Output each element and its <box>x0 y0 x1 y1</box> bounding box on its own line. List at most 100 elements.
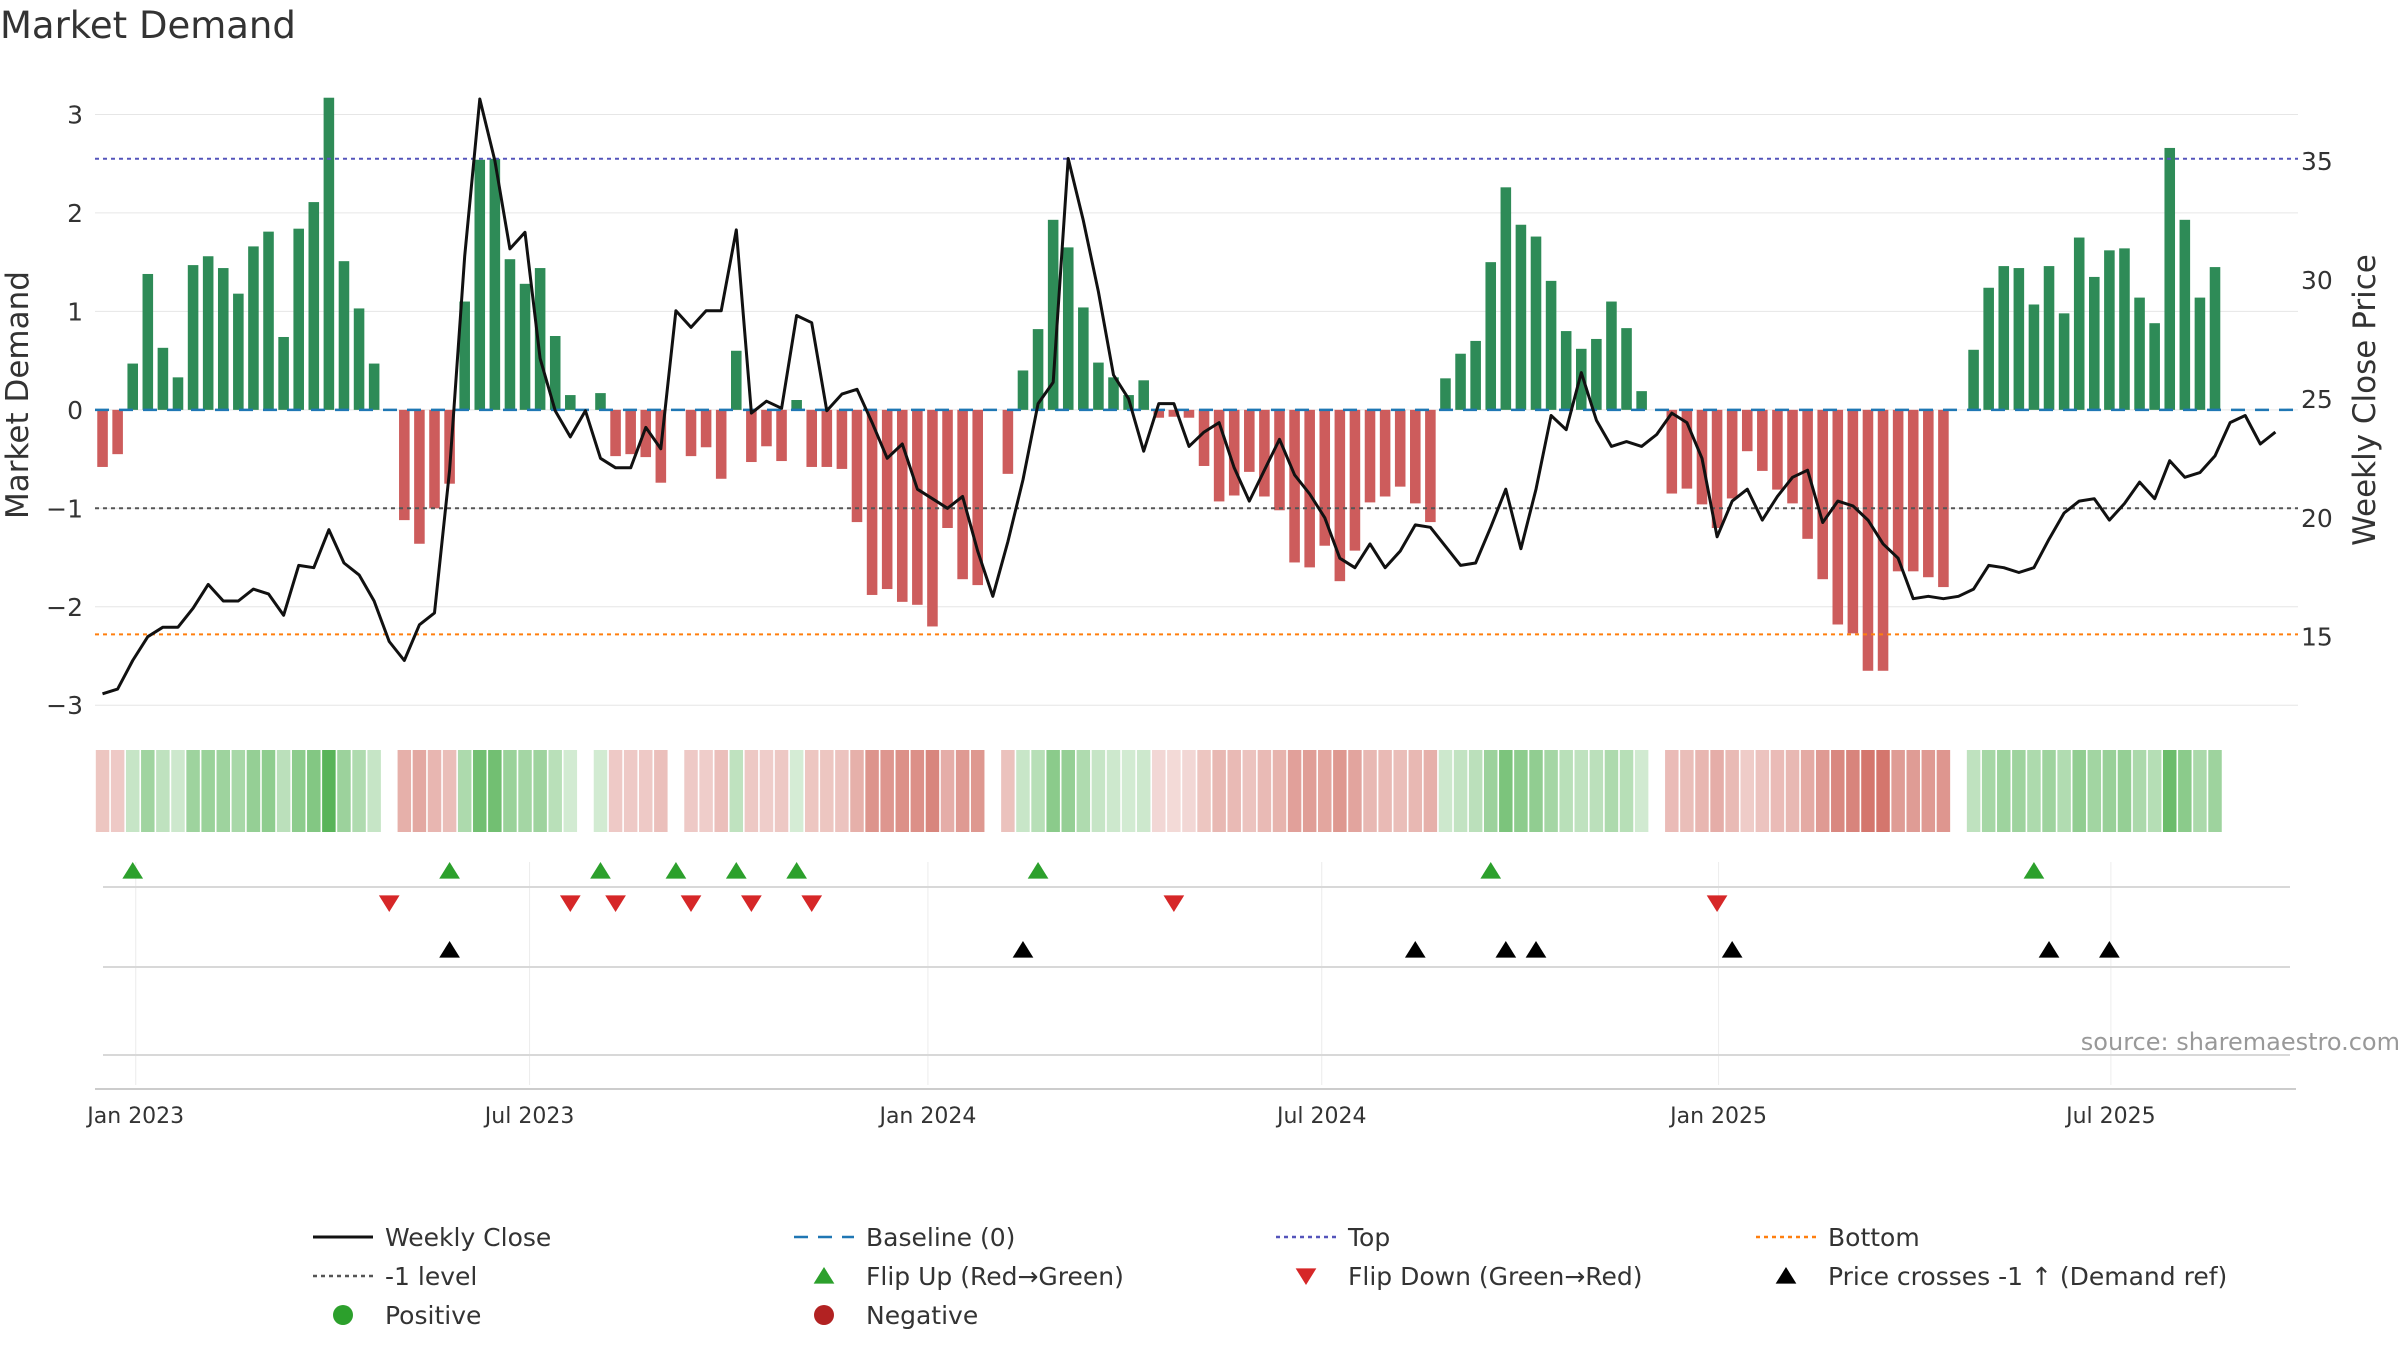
heat-cell <box>608 750 623 832</box>
date-tick-label: Jul 2023 <box>483 1104 575 1129</box>
date-tick-label: Jul 2025 <box>2064 1104 2156 1129</box>
demand-bar-positive <box>504 259 516 410</box>
demand-bar-negative <box>1349 409 1361 551</box>
heat-cell <box>714 750 728 832</box>
demand-bar-positive <box>489 158 501 410</box>
legend-label: Bottom <box>1828 1223 1920 1252</box>
heat-cell <box>1348 750 1362 832</box>
demand-bar-positive <box>1983 287 1994 410</box>
left-tick-label: 2 <box>67 199 83 228</box>
demand-bar-negative <box>1817 409 1828 580</box>
heat-cell <box>337 750 351 832</box>
flip-down-marker <box>605 895 626 912</box>
legend-item: Baseline (0) <box>794 1223 1015 1252</box>
demand-bar-negative <box>1334 409 1346 582</box>
heat-cell <box>1710 750 1724 832</box>
heat-cell <box>1514 750 1528 832</box>
heat-cell <box>1559 750 1573 832</box>
heat-cell <box>1997 750 2011 832</box>
heat-cell <box>1016 750 1030 832</box>
demand-bar-negative <box>1213 409 1225 502</box>
heat-cell <box>1846 750 1860 832</box>
demand-bar-positive <box>731 350 742 410</box>
heat-cell <box>850 750 864 832</box>
heat-cell <box>276 750 291 832</box>
flip-up-marker <box>1027 862 1049 879</box>
legend-triangle-up-icon <box>1775 1267 1797 1284</box>
legend-label: Positive <box>385 1301 481 1330</box>
legend-item: -1 level <box>313 1262 477 1291</box>
demand-bar-negative <box>1726 409 1738 499</box>
demand-bar-positive <box>142 273 154 410</box>
demand-bar-positive <box>338 261 350 410</box>
demand-bar-negative <box>806 409 818 467</box>
heat-cell <box>1921 750 1936 832</box>
chart-title: Market Demand <box>0 4 296 47</box>
demand-bar-negative <box>1877 409 1889 671</box>
heat-cell <box>503 750 517 832</box>
price-cross-marker <box>1404 941 1426 958</box>
demand-bar-negative <box>112 409 123 455</box>
heat-cell <box>231 750 246 832</box>
heat-cell <box>1061 750 1075 832</box>
demand-bar-positive <box>2043 266 2055 410</box>
heat-cell <box>940 750 955 832</box>
heat-cell <box>246 750 261 832</box>
demand-bar-positive <box>1017 370 1029 410</box>
price-cross-marker <box>1495 941 1517 958</box>
demand-bar-negative <box>1259 409 1270 497</box>
demand-bar-negative <box>1364 409 1376 503</box>
weekly-close-line <box>102 97 2277 696</box>
event-markers-panel <box>103 862 2290 1085</box>
right-tick-label: 20 <box>2301 504 2333 533</box>
demand-bar-positive <box>595 393 606 410</box>
heat-cell <box>1906 750 1920 832</box>
heat-cell <box>1619 750 1634 832</box>
heat-cell <box>518 750 532 832</box>
demand-bar-positive <box>1500 187 1512 410</box>
heat-cell <box>820 750 834 832</box>
demand-bar-negative <box>625 409 636 455</box>
demand-bar-positive <box>217 268 229 410</box>
demand-bar-positive <box>1606 301 1617 410</box>
demand-bar-negative <box>1892 409 1904 572</box>
heat-cell <box>1785 750 1800 832</box>
demand-bar-positive <box>474 159 486 410</box>
demand-bar-negative <box>685 409 697 457</box>
demand-bar-positive <box>1093 362 1104 410</box>
heat-cell <box>1770 750 1785 832</box>
legend-label: Top <box>1347 1223 1390 1252</box>
demand-bar-negative <box>1319 409 1331 546</box>
demand-bar-negative <box>640 409 652 458</box>
legend-item: Bottom <box>1756 1223 1920 1252</box>
demand-bar-negative <box>1425 409 1436 523</box>
heat-cell <box>955 750 970 832</box>
demand-bar-positive <box>1455 353 1466 410</box>
heat-cell <box>1725 750 1739 832</box>
heat-cell <box>1831 750 1845 832</box>
heat-cell <box>442 750 457 832</box>
heat-cell <box>1152 750 1166 832</box>
demand-bar-positive <box>1470 340 1481 410</box>
demand-bar-negative <box>1379 409 1391 497</box>
heat-cell <box>1815 750 1830 832</box>
heat-cell <box>865 750 879 832</box>
heat-cell <box>2162 750 2177 832</box>
demand-bar-negative <box>1832 409 1844 625</box>
heat-cell <box>2193 750 2207 832</box>
demand-bar-positive <box>1530 236 1542 410</box>
heat-cell <box>1695 750 1709 832</box>
demand-bar-negative <box>866 409 878 595</box>
flip-down-marker <box>1163 895 1185 912</box>
demand-bar-negative <box>1757 409 1768 471</box>
right-tick-label: 35 <box>2301 147 2333 176</box>
demand-bar-negative <box>927 409 938 627</box>
heat-cell <box>1031 750 1045 832</box>
heat-cell <box>1182 750 1196 832</box>
demand-bar-positive <box>353 308 365 410</box>
heat-cell <box>563 750 578 832</box>
demand-bar-negative <box>957 409 968 580</box>
demand-bar-positive <box>2104 250 2115 410</box>
heat-cell <box>1634 750 1649 832</box>
legend-circle-icon <box>814 1305 834 1325</box>
